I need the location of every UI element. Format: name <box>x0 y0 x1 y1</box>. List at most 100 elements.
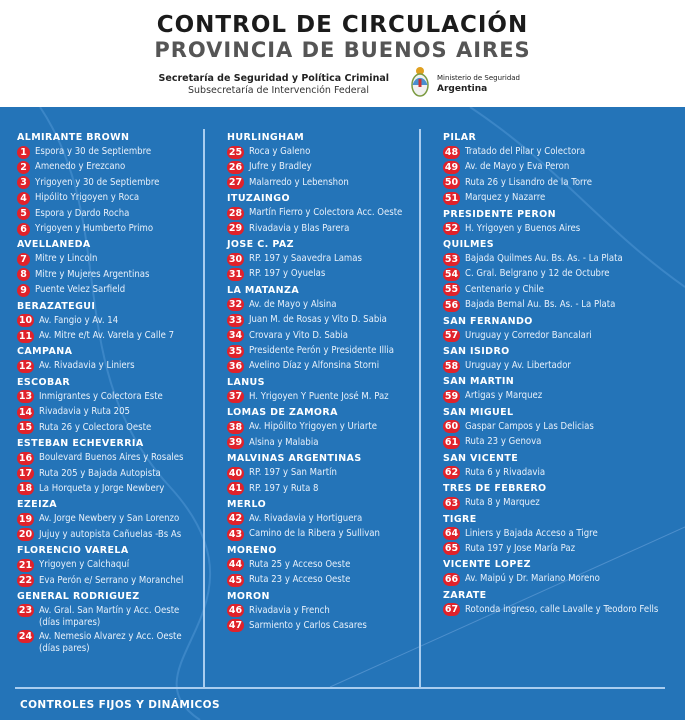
checkpoint-number-badge: 23 <box>17 604 34 618</box>
checkpoint-location: Hipólito Yrigoyen y Roca <box>35 190 139 205</box>
checkpoint-location: RP. 197 y Ruta 8 <box>249 481 319 496</box>
municipality-name: MORENO <box>227 544 277 556</box>
checkpoint-number-badge: 17 <box>17 467 34 480</box>
checkpoint-location-text: Tratado del Pilar y Colectora <box>465 146 586 157</box>
checkpoint-location: Sarmiento y Carlos Casares <box>249 618 367 633</box>
checkpoint-location-text: Marquez y Nazarre <box>465 192 546 204</box>
municipality-group: PILAR 48 Tratado del Pilar y Colectora 49 Av… <box>443 132 673 206</box>
checkpoint-location: Av. Maipú y Dr. Mariano Moreno <box>465 571 600 586</box>
checkpoint-number-badge: 5 <box>17 207 30 221</box>
checkpoint-location-text: Av. Mitre e/t Av. Varela y Calle 7 <box>39 330 175 342</box>
checkpoint-location: Rivadavia y Ruta 205 <box>39 404 130 419</box>
checkpoint-number-badge: 13 <box>17 390 34 404</box>
checkpoint-number-badge: 52 <box>443 222 460 236</box>
checkpoint-number-badge: 7 <box>17 252 30 266</box>
checkpoint-number-badge: 47 <box>227 619 244 633</box>
checkpoint-number-badge: 49 <box>443 160 460 174</box>
checkpoint-location-text: RP. 197 y Oyuelas <box>249 268 326 280</box>
municipality-group: BERAZATEGUI 10 Av. Fangio y Av. 14 11 Av. Mi… <box>17 301 202 344</box>
checkpoint-number-badge: 59 <box>443 389 460 403</box>
page-subtitle: PROVINCIA DE BUENOS AIRES <box>154 38 531 62</box>
checkpoint-location-text: RP. 197 y Saavedra Lamas <box>249 253 362 265</box>
checkpoint-location-text: Martín Fierro y Colectora Acc. Oeste <box>249 207 403 219</box>
checkpoint-location-text: Rivadavia y Blas Parera <box>249 222 350 234</box>
checkpoint-item: 43 Camino de la Ribera y Sullivan <box>227 526 417 541</box>
checkpoint-item: 1 Espora y 30 de Septiembre <box>17 144 202 159</box>
municipality-name: EZEIZA <box>17 499 58 511</box>
checkpoint-location: Espora y 30 de Septiembre <box>35 144 151 159</box>
checkpoint-number-badge: 65 <box>443 542 460 556</box>
checkpoint-location: Crovara y Vito D. Sabia <box>249 328 348 343</box>
checkpoint-location: Av. Fangio y Av. 14 <box>39 313 118 328</box>
checkpoint-number-badge: 32 <box>227 298 244 312</box>
checkpoint-location: C. Gral. Belgrano y 12 de Octubre <box>465 266 610 281</box>
checkpoint-item: 2 Amenedo y Erezcano <box>17 159 202 174</box>
checkpoint-location-text: Puente Velez Sarfield <box>35 284 126 296</box>
municipality-name: ZARATE <box>443 589 487 601</box>
municipality-name: GENERAL RODRIGUEZ <box>17 590 140 602</box>
checkpoint-number-badge: 66 <box>443 572 460 586</box>
checkpoint-item: 3 Yrigoyen y 30 de Septiembre <box>17 175 202 190</box>
checkpoint-item: 4 Hipólito Yrigoyen y Roca <box>17 190 202 205</box>
section-label-controles: CONTROLES FIJOS Y DINÁMICOS <box>20 699 220 711</box>
checkpoint-location: Malarredo y Lebenshon <box>249 175 349 190</box>
checkpoint-item: 25 Roca y Galeno <box>227 144 417 159</box>
checkpoint-item: 13 Inmigrantes y Colectora Este <box>17 389 202 404</box>
checkpoint-number-badge: 25 <box>227 145 244 159</box>
municipality-group: SAN FERNANDO 57 Uruguay y Corredor Bancala… <box>443 316 673 343</box>
checkpoint-location: Bajada Quilmes Au. Bs. As. - La Plata <box>465 251 623 266</box>
checkpoint-location: H. Yrigoyen y Buenos Aires <box>465 221 580 236</box>
checkpoint-location-text: H. Yrigoyen y Buenos Aires <box>465 222 581 234</box>
checkpoint-number-badge: 55 <box>443 283 460 297</box>
checkpoint-location: Yrigoyen y Calchaquí <box>39 557 129 572</box>
checkpoint-item: 20 Jujuy y autopista Cañuelas -Bs As <box>17 527 202 542</box>
municipality-group: MERLO 42 Av. Rivadavia y Hortiguera 43 Camin… <box>227 499 417 542</box>
checkpoint-item: 45 Ruta 23 y Acceso Oeste <box>227 572 417 587</box>
checkpoint-item: 37 H. Yrigoyen Y Puente José M. Paz <box>227 389 417 404</box>
checkpoint-location: Av. de Mayo y Alsina <box>249 297 337 312</box>
checkpoint-location: Liniers y Bajada Acceso a Tigre <box>465 526 598 541</box>
checkpoint-number-badge: 30 <box>227 252 244 266</box>
checkpoint-location: Mitre y Mujeres Argentinas <box>35 267 149 282</box>
checkpoint-number-badge: 61 <box>443 435 460 449</box>
checkpoint-number-badge: 11 <box>17 329 34 343</box>
checkpoint-location: Avelino Díaz y Alfonsina Storni <box>249 358 379 373</box>
checkpoint-location: Av. Rivadavia y Liniers <box>39 358 135 373</box>
checkpoint-location-text: Presidente Perón y Presidente Illia <box>249 345 395 357</box>
checkpoint-location: Tratado del Pilar y Colectora <box>465 144 585 159</box>
checkpoint-location: RP. 197 y San Martín <box>249 465 337 480</box>
checkpoint-item: 11 Av. Mitre e/t Av. Varela y Calle 7 <box>17 328 202 343</box>
checkpoint-location: Ruta 26 y Lisandro de la Torre <box>465 175 592 190</box>
checkpoint-number-badge: 43 <box>227 527 244 541</box>
checkpoint-number-badge: 28 <box>227 206 244 220</box>
checkpoint-number-badge: 51 <box>443 191 460 205</box>
checkpoint-location: La Horqueta y Jorge Newbery <box>39 481 164 496</box>
checkpoint-number-badge: 22 <box>17 574 34 588</box>
checkpoint-item: 27 Malarredo y Lebenshon <box>227 175 417 190</box>
checkpoint-number-badge: 45 <box>227 573 244 587</box>
checkpoint-location-text: Espora y Dardo Rocha <box>35 207 130 219</box>
municipality-name: VICENTE LOPEZ <box>443 559 531 571</box>
checkpoint-location-text: Artigas y Marquez <box>465 390 543 402</box>
checkpoint-location-text: Eva Perón e/ Serrano y Moranchel <box>39 574 184 586</box>
checkpoint-item: 21 Yrigoyen y Calchaquí <box>17 557 202 572</box>
municipality-group: ALMIRANTE BROWN 1 Espora y 30 de Septiembr… <box>17 132 202 236</box>
checkpoint-location: Av. de Mayo y Eva Peron <box>465 159 569 174</box>
checkpoint-location: Rivadavia y French <box>249 603 330 618</box>
checkpoint-number-badge: 14 <box>17 405 34 419</box>
checkpoint-item: 12 Av. Rivadavia y Liniers <box>17 358 202 373</box>
municipality-name: HURLINGHAM <box>227 132 305 143</box>
municipality-name: ESTEBAN ECHEVERRIA <box>17 438 144 450</box>
checkpoint-location: Espora y Dardo Rocha <box>35 206 129 221</box>
checkpoint-item: 10 Av. Fangio y Av. 14 <box>17 313 202 328</box>
municipality-name: MORON <box>227 590 270 602</box>
checkpoint-item: 40 RP. 197 y San Martín <box>227 465 417 480</box>
checkpoint-number-badge: 24 <box>17 630 34 644</box>
checkpoint-number-badge: 4 <box>17 191 30 205</box>
checkpoint-number-badge: 15 <box>17 421 34 435</box>
checkpoint-location-text: Alsina y Malabia <box>249 436 319 448</box>
checkpoint-location: Yrigoyen y Humberto Primo <box>35 221 153 236</box>
checkpoint-location-text: Ruta 6 y Rivadavia <box>465 466 546 478</box>
municipality-group: FLORENCIO VARELA 21 Yrigoyen y Calchaquí 22… <box>17 545 202 588</box>
municipality-name: ESCOBAR <box>17 376 71 388</box>
